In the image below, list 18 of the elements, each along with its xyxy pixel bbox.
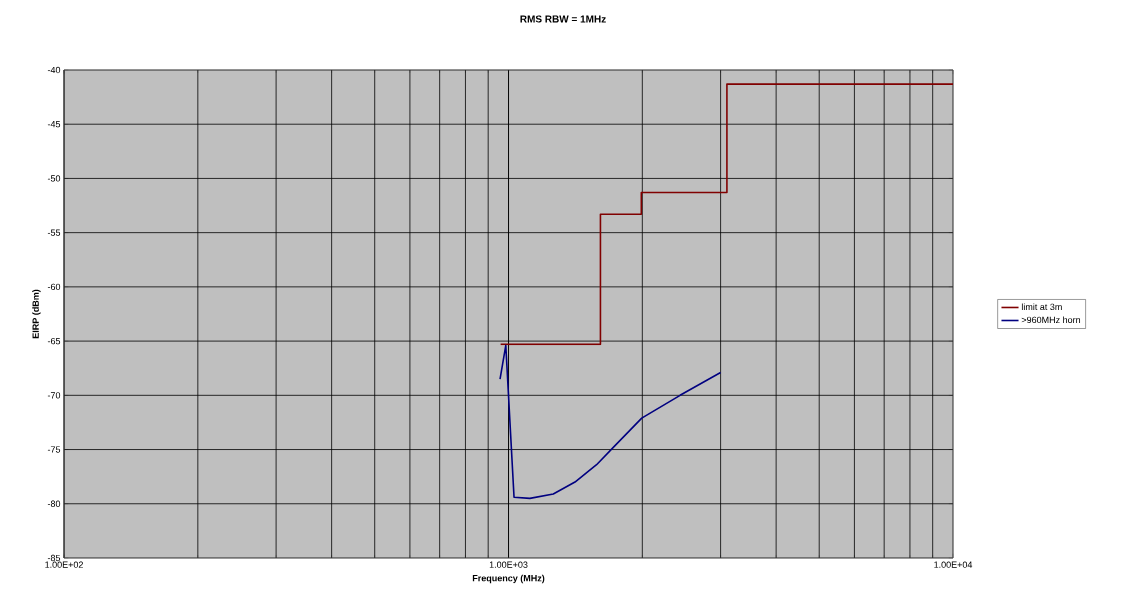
y-tick-label: -60: [47, 283, 61, 291]
legend-label: limit at 3m: [1021, 303, 1062, 311]
x-tick-label: 1.00E+04: [934, 561, 973, 568]
y-tick-label: -80: [47, 500, 61, 507]
x-axis-title: Frequency (MHz): [472, 574, 545, 584]
y-tick-label: -65: [47, 337, 61, 345]
x-tick-label: 1.00E+02: [45, 561, 83, 568]
y-tick-label: -85: [47, 554, 61, 562]
y-tick-label: -50: [47, 175, 61, 182]
y-tick-label: -40: [47, 66, 61, 74]
y-tick-label: -45: [47, 121, 61, 128]
y-tick-label: -75: [47, 446, 61, 453]
legend-label: >960MHz horn: [1021, 316, 1081, 324]
chart-title: RMS RBW = 1MHz: [520, 15, 606, 23]
y-axis-title: EIRP (dBm): [32, 289, 41, 339]
y-tick-label: -70: [47, 392, 61, 399]
x-tick-label: 1.00E+03: [489, 561, 528, 568]
y-tick-label: -55: [47, 229, 61, 236]
